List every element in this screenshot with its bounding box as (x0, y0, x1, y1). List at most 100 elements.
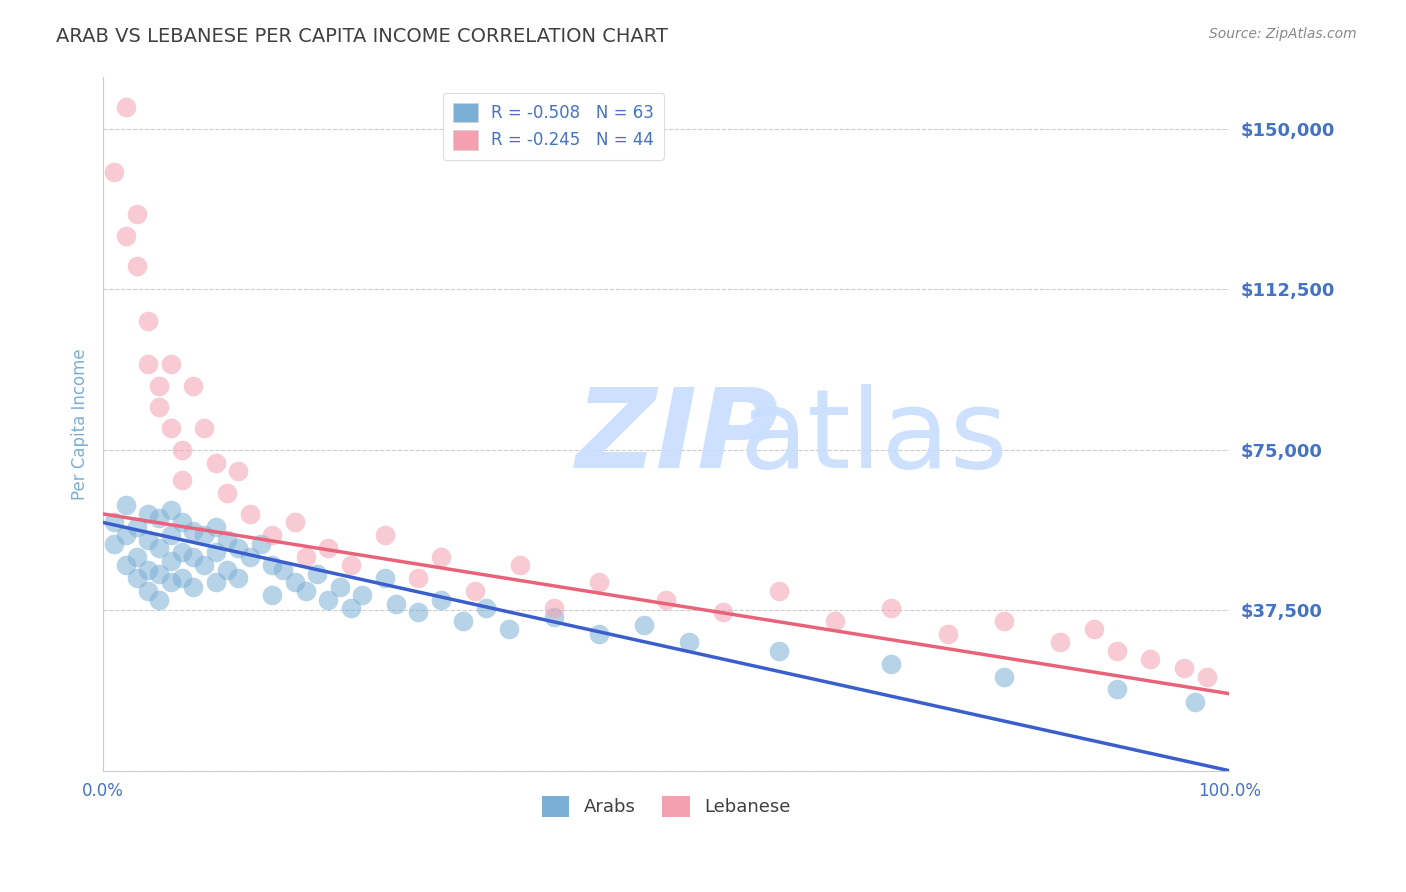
Point (238, 549, 260, 564)
Point (114, 499, 136, 513)
Point (181, 549, 204, 564)
Text: Source: ZipAtlas.com: Source: ZipAtlas.com (1209, 27, 1357, 41)
Point (936, 626, 959, 640)
Point (148, 592, 170, 607)
Point (125, 259, 148, 273)
Point (148, 541, 170, 556)
Point (204, 545, 226, 559)
Point (204, 456, 226, 470)
Point (318, 592, 340, 607)
Point (170, 571, 193, 585)
Text: ARAB VS LEBANESE PER CAPITA INCOME CORRELATION CHART: ARAB VS LEBANESE PER CAPITA INCOME CORRE… (56, 27, 668, 45)
Point (475, 601, 498, 615)
Point (148, 400, 170, 414)
Point (284, 516, 307, 530)
Point (159, 421, 181, 435)
Point (159, 575, 181, 590)
Point (170, 545, 193, 559)
Point (204, 575, 226, 590)
Point (880, 601, 903, 615)
Point (114, 528, 136, 542)
Point (374, 528, 396, 542)
Point (768, 644, 790, 658)
Point (170, 473, 193, 487)
Point (226, 464, 249, 478)
Point (588, 626, 610, 640)
Point (159, 502, 181, 516)
Point (993, 614, 1015, 628)
Point (453, 614, 475, 628)
Point (711, 605, 734, 619)
Point (125, 520, 148, 534)
Point (340, 558, 363, 573)
Point (114, 228, 136, 243)
Point (136, 533, 159, 547)
Point (136, 314, 159, 328)
Point (295, 584, 318, 599)
Point (464, 584, 486, 599)
Point (768, 584, 790, 599)
Point (543, 609, 565, 624)
Point (260, 528, 283, 542)
Point (103, 164, 125, 178)
Point (226, 571, 249, 585)
Point (136, 563, 159, 577)
Point (125, 549, 148, 564)
Point (148, 511, 170, 525)
Point (238, 507, 260, 521)
Point (588, 575, 610, 590)
Point (678, 635, 700, 649)
Point (215, 485, 238, 500)
Point (159, 554, 181, 568)
Point (993, 669, 1015, 683)
Point (329, 580, 352, 594)
Point (249, 537, 271, 551)
Point (193, 558, 215, 573)
Point (374, 571, 396, 585)
Point (1083, 623, 1105, 637)
Point (498, 623, 520, 637)
Point (430, 592, 453, 607)
Point (307, 566, 329, 581)
Point (148, 566, 170, 581)
Point (193, 421, 215, 435)
Text: atlas: atlas (740, 384, 1008, 491)
Point (159, 528, 181, 542)
Y-axis label: Per Capita Income: Per Capita Income (72, 348, 89, 500)
Point (824, 614, 846, 628)
Point (385, 597, 408, 611)
Point (114, 100, 136, 114)
Point (430, 549, 453, 564)
Text: ZIP: ZIP (576, 384, 779, 491)
Point (215, 533, 238, 547)
Point (1105, 682, 1128, 697)
Point (318, 541, 340, 556)
Point (408, 571, 430, 585)
Point (260, 588, 283, 602)
Point (170, 516, 193, 530)
Point (260, 558, 283, 573)
Point (408, 605, 430, 619)
Point (103, 537, 125, 551)
Point (295, 549, 318, 564)
Point (633, 618, 655, 632)
Point (125, 207, 148, 221)
Point (136, 584, 159, 599)
Point (352, 588, 374, 602)
Point (215, 563, 238, 577)
Point (655, 592, 678, 607)
Point (1184, 695, 1206, 709)
Point (1105, 644, 1128, 658)
Point (125, 571, 148, 585)
Point (880, 657, 903, 671)
Point (136, 507, 159, 521)
Point (340, 601, 363, 615)
Point (226, 541, 249, 556)
Point (1049, 635, 1071, 649)
Point (509, 558, 531, 573)
Legend: Arabs, Lebanese: Arabs, Lebanese (534, 789, 797, 824)
Point (1173, 661, 1195, 675)
Point (284, 575, 307, 590)
Point (543, 601, 565, 615)
Point (103, 516, 125, 530)
